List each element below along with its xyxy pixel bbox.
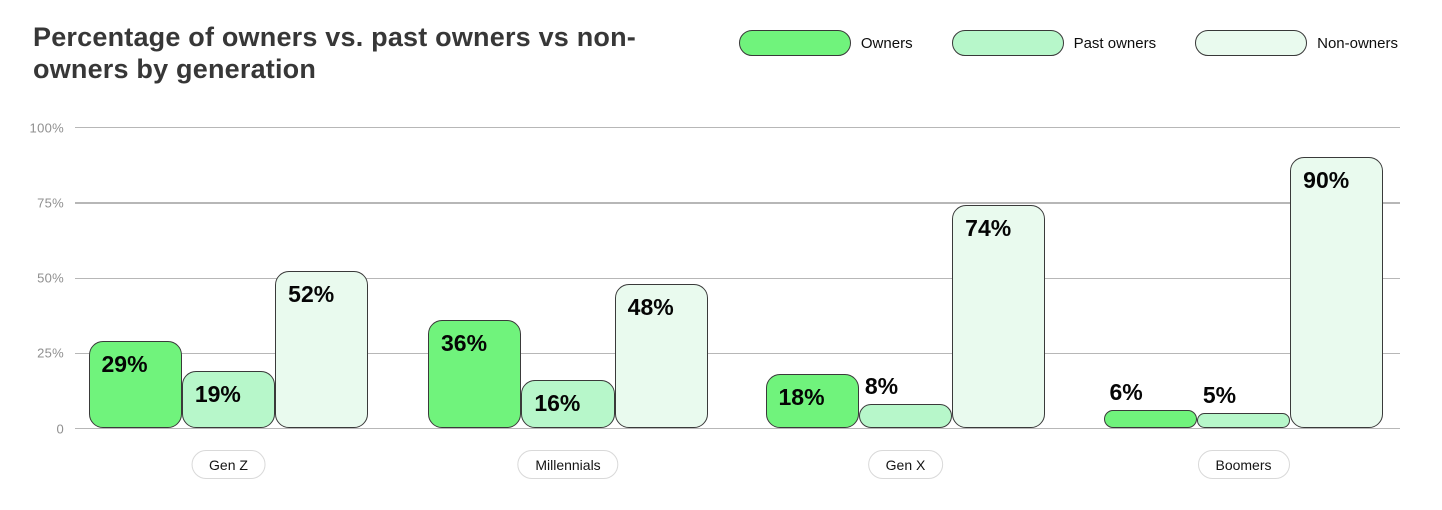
legend-item-owners: Owners — [738, 30, 913, 56]
bar-non-owners-gen-z: 52% — [275, 271, 369, 428]
legend-label: Owners — [860, 34, 913, 52]
bar-value-label: 6% — [1109, 378, 1143, 405]
bar-value-label: 18% — [778, 383, 825, 410]
legend-label: Past owners — [1073, 34, 1157, 52]
bar-value-label: 29% — [101, 350, 148, 377]
bar-owners-gen-x: 18% — [765, 373, 859, 428]
gridline-50 — [75, 277, 1400, 279]
bar-value-label: 16% — [534, 389, 581, 416]
bar-value-label: 5% — [1202, 381, 1237, 408]
legend-item-non-owners: Non-owners — [1195, 30, 1398, 56]
bar-non-owners-boomers: 90% — [1290, 157, 1384, 428]
legend: Owners Past owners Non-owners — [738, 30, 1398, 56]
legend-item-past-owners: Past owners — [951, 30, 1157, 56]
bar-owners-millennials: 36% — [428, 319, 522, 428]
y-axis-tick-label: 25% — [37, 345, 64, 361]
bar-non-owners-millennials: 48% — [614, 283, 708, 428]
gridline-100 — [75, 127, 1400, 129]
gridline-25 — [75, 352, 1400, 355]
bar-past-owners-gen-x — [858, 403, 953, 428]
legend-swatch-owners — [738, 30, 851, 56]
legend-label: Non-owners — [1317, 34, 1398, 52]
bar-past-owners-boomers — [1196, 412, 1291, 428]
legend-swatch-past-owners — [951, 30, 1064, 56]
bar-non-owners-gen-x: 74% — [952, 205, 1046, 428]
bar-value-label: 36% — [441, 329, 488, 356]
y-axis-tick-label: 100% — [29, 120, 64, 136]
bar-value-label: 19% — [194, 380, 241, 407]
gridline-0 — [75, 428, 1400, 430]
category-label-millennials: Millennials — [517, 450, 619, 479]
y-axis-tick-label: 50% — [37, 270, 64, 286]
category-label-boomers: Boomers — [1197, 450, 1290, 479]
gridline-75 — [75, 202, 1400, 204]
bar-past-owners-millennials: 16% — [521, 379, 615, 428]
legend-swatch-non-owners — [1195, 30, 1308, 56]
bar-owners-gen-z: 29% — [88, 340, 182, 428]
category-label-gen-z: Gen Z — [191, 450, 266, 479]
bar-value-label: 74% — [965, 215, 1012, 242]
bar-value-label: 8% — [864, 372, 899, 399]
bar-value-label: 52% — [288, 281, 335, 308]
y-axis-tick-label: 0 — [56, 421, 64, 437]
bar-value-label: 90% — [1303, 167, 1350, 194]
bar-value-label: 48% — [627, 293, 674, 320]
bar-owners-boomers — [1103, 409, 1197, 428]
y-axis-tick-label: 75% — [37, 195, 64, 211]
category-label-gen-x: Gen X — [867, 450, 944, 479]
bar-past-owners-gen-z: 19% — [181, 370, 276, 428]
chart-title: Percentage of owners vs. past owners vs … — [33, 22, 636, 84]
